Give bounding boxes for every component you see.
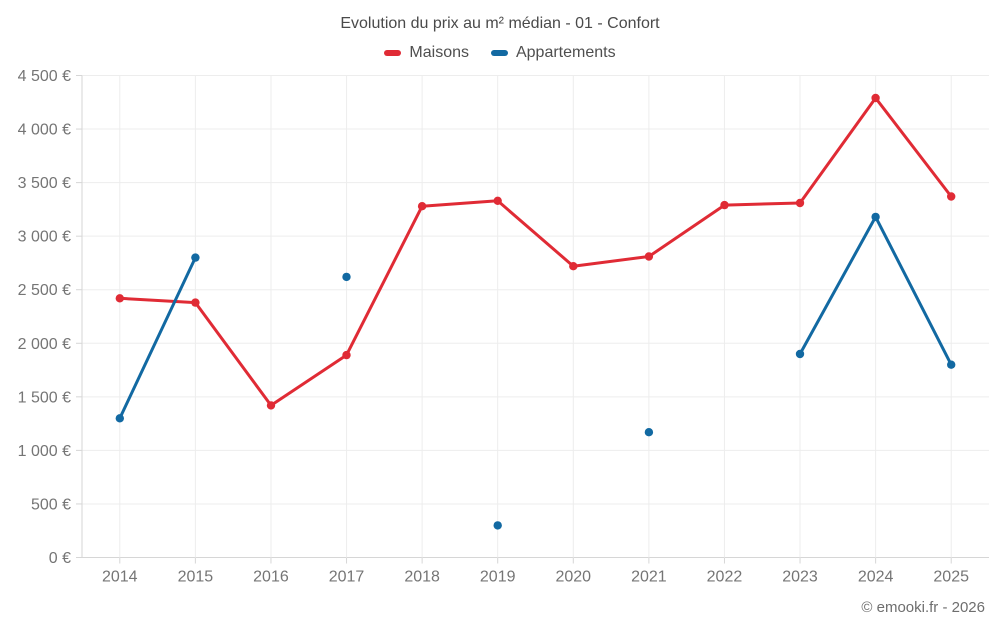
data-point-maisons[interactable] — [417, 202, 427, 211]
data-point-maisons[interactable] — [191, 298, 200, 307]
y-tick-label: 3 500 € — [18, 175, 71, 192]
data-point-appartements[interactable] — [947, 360, 956, 369]
x-tick-label: 2024 — [858, 569, 894, 586]
chart-legend: Maisons Appartements — [0, 44, 1000, 62]
data-point-appartements[interactable] — [644, 428, 654, 437]
x-tick-label: 2021 — [631, 569, 667, 586]
legend-swatch-maisons-icon — [384, 50, 402, 56]
series-line-appartements — [118, 215, 953, 420]
data-point-maisons[interactable] — [947, 192, 956, 201]
x-tick-label: 2014 — [102, 569, 138, 586]
data-point-maisons[interactable] — [342, 350, 351, 360]
data-point-maisons[interactable] — [644, 252, 654, 261]
data-point-maisons[interactable] — [871, 93, 880, 103]
x-tick-label: 2019 — [480, 569, 516, 586]
data-point-maisons[interactable] — [569, 262, 578, 271]
data-point-appartements[interactable] — [115, 414, 125, 423]
x-tick-label: 2016 — [253, 569, 289, 586]
series-line-maisons — [118, 96, 953, 407]
data-point-maisons[interactable] — [493, 196, 502, 205]
x-tick-label: 2018 — [404, 569, 440, 586]
data-point-maisons[interactable] — [266, 401, 276, 410]
copyright-footer: © emooki.fr - 2026 — [861, 599, 985, 616]
y-tick-label: 2 500 € — [18, 282, 71, 299]
x-tick-label: 2023 — [782, 569, 818, 586]
y-tick-label: 4 500 € — [18, 68, 71, 85]
legend-swatch-appartements-icon — [490, 50, 508, 56]
chart-title: Evolution du prix au m² médian - 01 - Co… — [340, 15, 660, 32]
x-tick-label: 2017 — [329, 569, 365, 586]
x-tick-label: 2015 — [178, 569, 214, 586]
legend-label-maisons: Maisons — [409, 44, 469, 61]
data-point-appartements[interactable] — [871, 212, 880, 222]
data-point-maisons[interactable] — [720, 200, 729, 210]
y-tick-label: 3 000 € — [18, 229, 71, 246]
data-point-appartements[interactable] — [342, 272, 351, 282]
data-point-appartements[interactable] — [795, 349, 805, 359]
data-point-maisons[interactable] — [795, 198, 805, 208]
legend-item-appartements[interactable]: Appartements — [490, 44, 616, 62]
x-tick-label: 2020 — [555, 569, 591, 586]
data-point-maisons[interactable] — [115, 294, 125, 303]
y-tick-label: 1 000 € — [18, 443, 71, 460]
y-tick-label: 2 000 € — [18, 336, 71, 353]
y-tick-label: 4 000 € — [18, 122, 71, 139]
data-point-appartements[interactable] — [191, 253, 200, 262]
y-tick-label: 0 € — [49, 550, 71, 567]
legend-label-appartements: Appartements — [515, 44, 616, 61]
y-tick-label: 1 500 € — [18, 389, 71, 406]
y-tick-label: 500 € — [31, 496, 71, 513]
x-tick-label: 2025 — [933, 569, 969, 586]
legend-item-maisons[interactable]: Maisons — [384, 44, 469, 62]
data-point-appartements[interactable] — [493, 521, 502, 530]
x-tick-label: 2022 — [707, 569, 743, 586]
